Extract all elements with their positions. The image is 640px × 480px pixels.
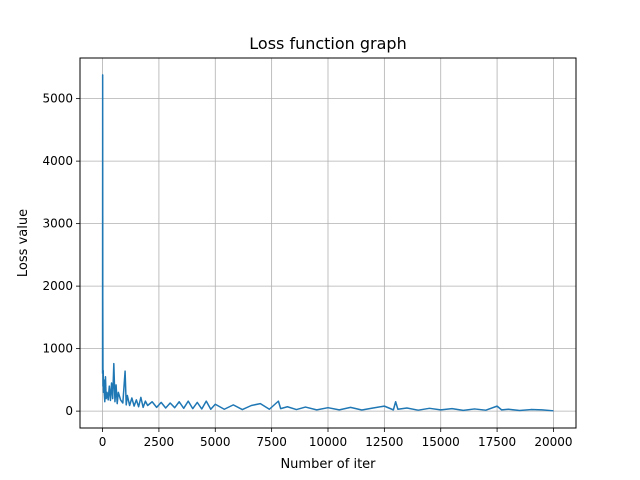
x-axis-ticks: 0 2500 5000 7500 10000 12500 15000 17500 20000 bbox=[99, 428, 573, 449]
y-tick-label: 1000 bbox=[42, 342, 73, 356]
y-tick-label: 5000 bbox=[42, 92, 73, 106]
chart-title: Loss function graph bbox=[249, 34, 406, 53]
x-tick-label: 12500 bbox=[365, 435, 403, 449]
grid bbox=[80, 58, 576, 428]
plot-series bbox=[101, 74, 554, 412]
x-tick-label: 10000 bbox=[309, 435, 347, 449]
x-tick-label: 17500 bbox=[478, 435, 516, 449]
x-tick-label: 2500 bbox=[144, 435, 175, 449]
x-axis-label: Number of iter bbox=[280, 457, 376, 472]
x-tick-label: 20000 bbox=[534, 435, 572, 449]
y-axis-ticks: 0 1000 2000 3000 4000 5000 bbox=[42, 92, 80, 418]
x-tick-label: 5000 bbox=[200, 435, 231, 449]
y-tick-label: 4000 bbox=[42, 154, 73, 168]
y-tick-label: 3000 bbox=[42, 217, 73, 231]
y-axis-label: Loss value bbox=[16, 209, 31, 277]
x-tick-label: 0 bbox=[99, 435, 107, 449]
y-tick-label: 0 bbox=[65, 404, 73, 418]
series-line-0 bbox=[101, 74, 554, 412]
x-tick-label: 15000 bbox=[422, 435, 460, 449]
y-tick-label: 2000 bbox=[42, 279, 73, 293]
x-tick-label: 7500 bbox=[256, 435, 287, 449]
